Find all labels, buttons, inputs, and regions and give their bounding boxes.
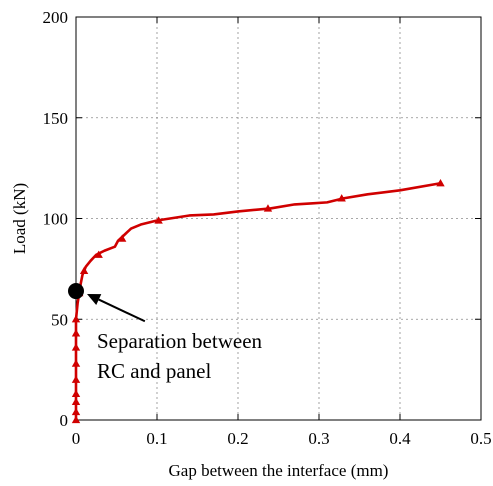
grid: [76, 17, 481, 420]
series-marker: [71, 329, 81, 337]
series-marker: [436, 179, 445, 187]
y-tick-label: 0: [60, 411, 69, 430]
x-tick-label: 0.5: [470, 429, 491, 448]
series-marker: [71, 359, 81, 367]
series-marker: [71, 389, 81, 397]
series-marker: [71, 397, 81, 406]
x-tick-label: 0.4: [389, 429, 411, 448]
x-tick-label: 0.2: [227, 429, 248, 448]
series-marker: [71, 315, 81, 323]
series-marker: [117, 234, 127, 242]
series-marker: [94, 250, 103, 258]
annotation-text-line: RC and panel: [97, 359, 211, 383]
separation-point: [68, 283, 84, 300]
series-marker: [79, 266, 89, 275]
series-layer: [71, 179, 445, 424]
annotation-layer: Separation between RC and panel: [68, 283, 263, 383]
y-axis-label: Load (kN): [10, 183, 29, 254]
x-axis-label: Gap between the interface (mm): [169, 461, 389, 480]
y-tick-label: 100: [43, 210, 69, 229]
y-tick-label: 150: [43, 109, 69, 128]
y-tick-label: 200: [43, 8, 69, 27]
x-tick-label: 0.1: [146, 429, 167, 448]
y-tick-label: 50: [51, 310, 68, 329]
annotation-text-line: Separation between: [97, 329, 263, 353]
series-marker: [71, 415, 81, 424]
x-tick-label: 0: [72, 429, 81, 448]
annotation-arrow-shaft: [98, 298, 146, 323]
x-tick-label: 0.3: [308, 429, 329, 448]
series-line: [74, 181, 441, 420]
series-marker: [71, 343, 81, 351]
annotation-arrow-head: [87, 294, 102, 306]
plot-frame: [75, 16, 482, 421]
series-marker: [337, 194, 346, 202]
x-tick-labels: 0 0.1 0.2 0.3 0.4 0.5: [72, 429, 492, 448]
series-marker: [154, 216, 163, 224]
series-marker: [71, 407, 81, 416]
series-marker: [263, 204, 273, 212]
y-tick-labels: 0 50 100 150 200: [43, 8, 69, 430]
series-marker: [71, 375, 81, 383]
